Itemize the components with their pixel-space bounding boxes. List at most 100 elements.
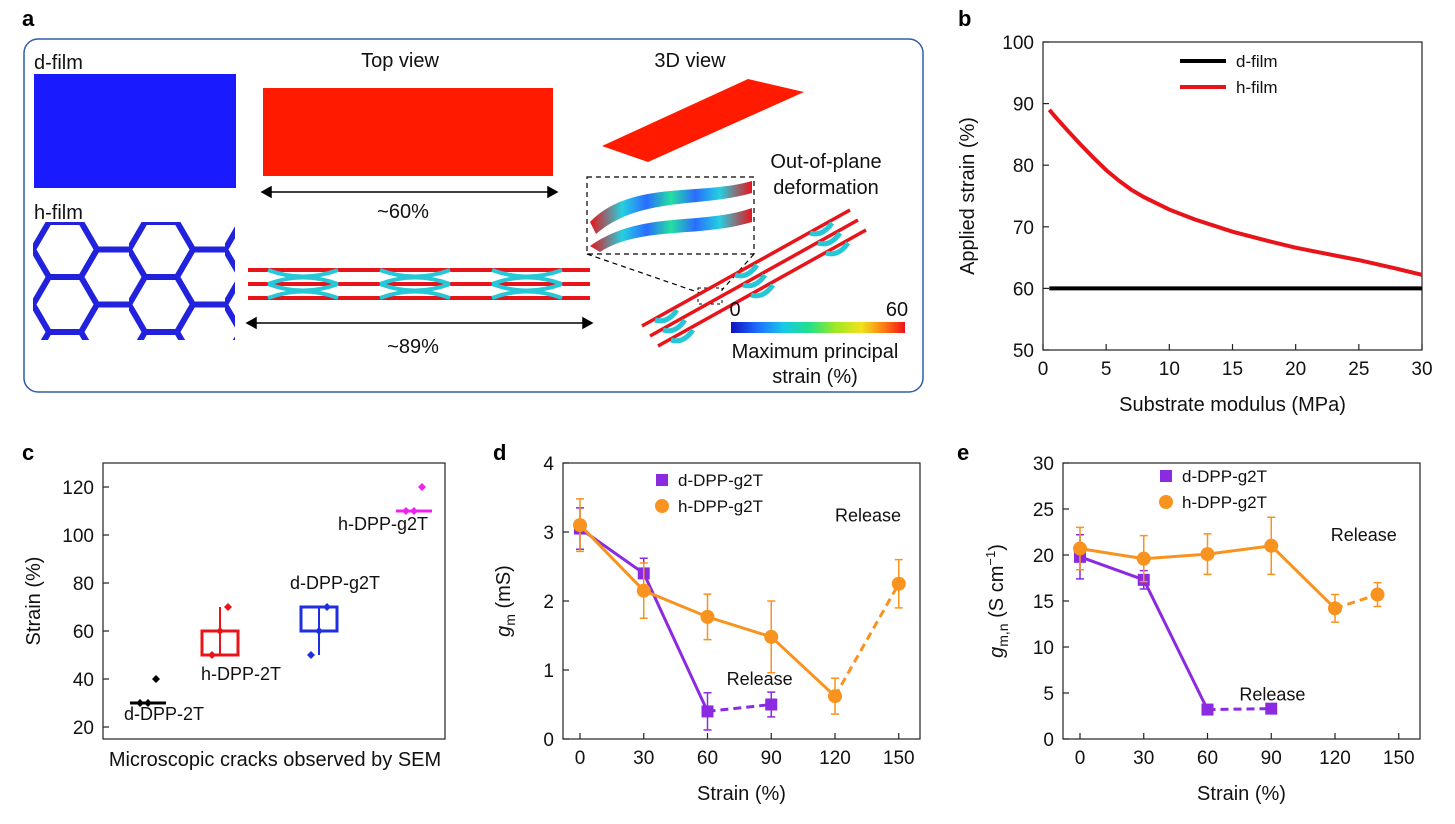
x-tick-label: 150 (883, 748, 915, 769)
group-label-h-DPP-g2T: h-DPP-g2T (338, 514, 428, 534)
y-tick-label: 10 (1033, 638, 1054, 659)
top-view-stretched-film (263, 88, 553, 176)
x-tick-label: 90 (1261, 748, 1282, 769)
x-tick-label: 25 (1348, 359, 1369, 380)
strain-colorbar (731, 322, 905, 333)
y-tick-label: 20 (1033, 546, 1054, 567)
chart-e-normalized-transconductance: 0 30 60 90 120 150 0 5 10 15 20 25 30 d-DPP-g2T h-DPP-… (983, 454, 1421, 805)
legend-marker-d-DPP-g2T (656, 474, 668, 486)
marker-h-DPP-g2T (1370, 587, 1385, 602)
y-tick-label: 70 (1013, 218, 1034, 239)
marker-h-DPP-g2T (1136, 551, 1151, 566)
y-tick-label: 25 (1033, 500, 1054, 521)
d-film-label: d-film (34, 52, 83, 74)
3d-deformed-mesh (641, 208, 867, 348)
y-tick-label: 100 (62, 526, 94, 547)
panel-label-b: b (958, 6, 971, 31)
y-tick-label: 40 (73, 670, 94, 691)
group-label-h-DPP-2T: h-DPP-2T (201, 664, 281, 684)
y-tick-label: 30 (1033, 454, 1054, 475)
x-tick-label: 90 (761, 748, 782, 769)
chart-b-applied-strain: 0 5 10 15 20 25 30 50 60 70 80 90 100 d-film h-film Sub… (957, 33, 1433, 416)
plot-frame (1042, 41, 1423, 351)
x-tick-label: 30 (633, 748, 654, 769)
y-axis-label: gm (mS) (493, 565, 518, 637)
y-axis-label: Strain (%) (23, 557, 45, 646)
marker-d-DPP-g2T (1265, 702, 1278, 715)
x-tick-label: 30 (1133, 748, 1154, 769)
point-h-DPP-g2T (418, 483, 426, 491)
point-h-DPP-2T (216, 627, 224, 635)
release-line-h-DPP-g2T (833, 583, 901, 697)
release-label: Release (727, 669, 793, 689)
marker-d-DPP-g2T (1201, 703, 1214, 716)
3d-flat-film (602, 79, 804, 162)
x-tick-label: 20 (1285, 359, 1306, 380)
point-d-DPP-2T (144, 699, 152, 707)
strain-89-label: ~89% (387, 336, 439, 358)
y-axis-label: gm,n (S cm−1) (983, 544, 1011, 658)
legend-label-d-film: d-film (1236, 52, 1278, 71)
point-d-DPP-2T (152, 675, 160, 683)
legend-label-d-DPP-g2T: d-DPP-g2T (1182, 467, 1267, 486)
top-view-label: Top view (361, 50, 439, 72)
out-of-plane-label-2: deformation (773, 177, 879, 199)
point-d-DPP-g2T (307, 651, 315, 659)
strain-60-arrow (260, 185, 559, 199)
strain-60-label: ~60% (377, 201, 429, 223)
y-tick-label: 2 (543, 592, 554, 613)
x-tick-label: 60 (697, 748, 718, 769)
point-h-DPP-2T (224, 603, 232, 611)
release-label: Release (1331, 525, 1397, 545)
marker-h-DPP-g2T (828, 689, 842, 704)
legend-label-d-DPP-g2T: d-DPP-g2T (678, 471, 763, 490)
marker-h-DPP-g2T (1200, 547, 1215, 562)
x-tick-label: 0 (1038, 359, 1049, 380)
marker-h-DPP-g2T (700, 609, 715, 624)
y-tick-label: 5 (1043, 684, 1054, 705)
strain-89-arrow (245, 316, 594, 330)
point-h-DPP-g2T (410, 507, 418, 515)
marker-h-DPP-g2T (764, 629, 779, 644)
panel-label-e: e (957, 440, 969, 465)
y-tick-label: 100 (1002, 33, 1034, 54)
release-label: Release (1239, 684, 1305, 704)
marker-h-DPP-g2T (1073, 541, 1087, 556)
x-tick-label: 15 (1222, 359, 1243, 380)
3d-view-label: 3D view (654, 50, 726, 72)
h-film-label: h-film (34, 202, 83, 224)
x-tick-label: 60 (1197, 748, 1218, 769)
y-tick-label: 3 (543, 523, 554, 544)
y-tick-label: 50 (1013, 341, 1034, 362)
x-axis-label: Strain (%) (1197, 783, 1286, 805)
deformation-zoom-inset (586, 176, 755, 305)
legend-marker-d-DPP-g2T (1160, 470, 1172, 482)
release-line-d-DPP-g2T (707, 703, 772, 713)
marker-h-DPP-g2T (1328, 601, 1342, 616)
point-d-DPP-2T (136, 699, 144, 707)
plot-frame (102, 462, 446, 740)
group-label-d-DPP-2T: d-DPP-2T (124, 704, 204, 724)
release-line-h-DPP-g2T (1334, 593, 1378, 610)
legend-label-h-DPP-g2T: h-DPP-g2T (1182, 493, 1267, 512)
colorbar-label-2: strain (%) (772, 366, 858, 388)
y-tick-label: 15 (1033, 592, 1054, 613)
x-tick-label: 0 (1075, 748, 1086, 769)
legend-label-h-DPP-g2T: h-DPP-g2T (678, 497, 763, 516)
x-tick-label: 10 (1159, 359, 1180, 380)
point-d-DPP-g2T (323, 603, 331, 611)
y-tick-label: 120 (62, 478, 94, 499)
panel-label-a: a (22, 6, 35, 31)
x-axis-label: Substrate modulus (MPa) (1119, 394, 1346, 416)
legend-marker-h-DPP-g2T (1159, 495, 1173, 509)
group-label-d-DPP-g2T: d-DPP-g2T (290, 573, 380, 593)
legend-label-h-film: h-film (1236, 78, 1278, 97)
marker-h-DPP-g2T (636, 583, 651, 598)
x-tick-label: 120 (819, 748, 851, 769)
stretched-mesh (248, 268, 590, 300)
marker-h-DPP-g2T (573, 518, 587, 533)
colorbar-min: 0 (729, 299, 740, 321)
marker-d-DPP-g2T (701, 705, 714, 718)
y-tick-label: 0 (543, 730, 554, 751)
